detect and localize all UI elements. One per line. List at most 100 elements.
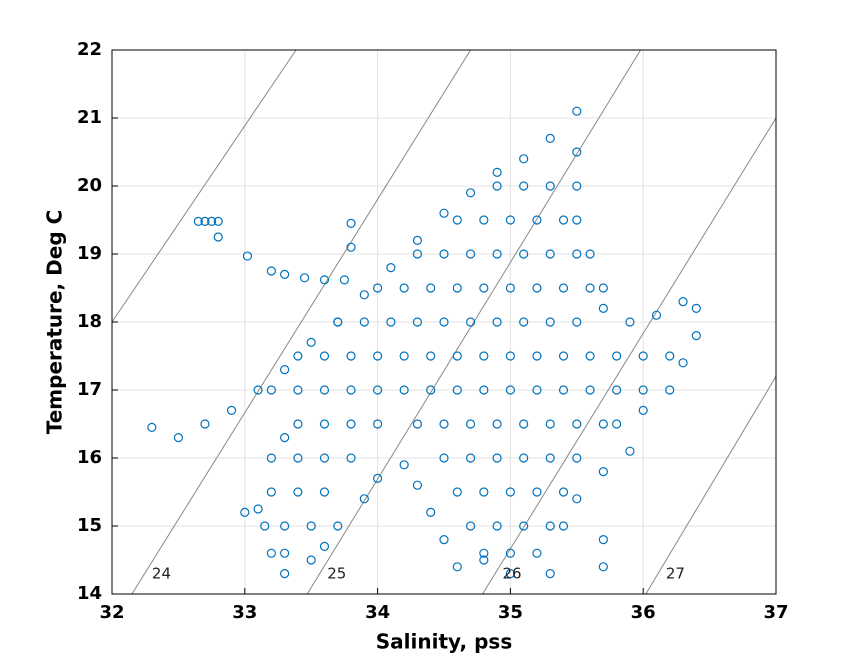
data-point — [319, 275, 330, 285]
data-point — [492, 181, 502, 191]
data-point — [213, 232, 223, 242]
data-point — [452, 351, 462, 361]
data-point — [293, 487, 303, 497]
data-point — [532, 215, 542, 225]
data-point — [492, 521, 502, 531]
y-tick-label: 18 — [77, 311, 102, 332]
data-point — [532, 283, 542, 293]
data-point — [266, 453, 276, 463]
x-tick-label: 33 — [232, 602, 257, 623]
data-point — [558, 487, 569, 497]
data-point — [280, 269, 290, 279]
data-point — [319, 541, 330, 552]
data-point — [399, 283, 409, 293]
data-point — [412, 419, 423, 429]
data-point — [558, 283, 569, 293]
data-point — [598, 283, 608, 293]
data-point — [558, 521, 569, 531]
x-tick-label: 37 — [763, 602, 788, 623]
isopycnal-line — [112, 50, 297, 323]
data-point — [465, 453, 476, 463]
plot-area — [112, 50, 776, 594]
data-point — [545, 317, 555, 327]
y-axis-label: Temperature, Deg C — [43, 210, 67, 435]
data-point — [386, 317, 396, 327]
data-point — [479, 555, 489, 565]
data-point — [333, 521, 343, 531]
data-point — [373, 283, 383, 293]
data-point — [612, 419, 622, 429]
data-point — [492, 167, 502, 177]
data-point — [479, 351, 489, 361]
data-point — [280, 548, 290, 558]
data-point — [280, 521, 290, 531]
data-point — [572, 453, 582, 463]
data-point — [572, 106, 582, 116]
data-point — [293, 351, 303, 361]
data-point — [439, 534, 449, 545]
data-point — [399, 460, 409, 470]
data-point — [260, 521, 270, 531]
data-point — [280, 365, 290, 375]
data-point — [492, 249, 502, 259]
data-point — [306, 555, 316, 565]
data-point — [465, 188, 476, 198]
data-point — [452, 487, 462, 497]
data-point — [479, 215, 489, 225]
data-point — [306, 521, 316, 531]
data-point — [373, 351, 383, 361]
data-point — [519, 419, 529, 429]
data-point — [280, 568, 290, 579]
data-point — [207, 216, 217, 226]
data-point — [346, 385, 356, 395]
plot-frame — [111, 49, 777, 595]
data-point — [193, 216, 203, 226]
data-point — [585, 249, 595, 259]
data-point — [519, 249, 529, 259]
data-point — [240, 507, 250, 518]
data-point — [545, 181, 555, 191]
x-tick-label: 35 — [498, 602, 523, 623]
data-point — [359, 317, 369, 327]
x-axis-label: Salinity, pss — [376, 630, 512, 654]
data-point — [266, 548, 276, 558]
data-point — [439, 249, 449, 259]
data-point — [598, 562, 608, 572]
data-point — [452, 283, 462, 293]
data-point — [479, 385, 489, 395]
data-point — [333, 317, 343, 327]
data-point — [492, 419, 502, 429]
data-point — [319, 351, 330, 361]
isopycnal-label: 26 — [503, 565, 522, 583]
data-point — [558, 385, 569, 395]
data-point — [399, 351, 409, 361]
data-point — [598, 419, 608, 429]
data-point — [213, 216, 223, 226]
data-point — [266, 266, 276, 276]
data-point — [359, 290, 369, 300]
data-point — [280, 433, 290, 443]
data-point — [373, 385, 383, 395]
data-point — [465, 521, 476, 531]
data-point — [665, 385, 675, 395]
data-point — [492, 453, 502, 463]
data-point — [598, 534, 608, 545]
data-point — [200, 419, 210, 429]
data-point — [678, 358, 688, 368]
data-point — [492, 317, 502, 327]
data-point — [638, 405, 648, 415]
data-point — [200, 216, 210, 226]
data-point — [253, 504, 263, 514]
data-point — [505, 548, 515, 558]
data-point — [572, 494, 582, 504]
data-point — [519, 317, 529, 327]
data-point — [532, 487, 542, 497]
data-point — [242, 251, 253, 261]
data-point — [691, 331, 701, 341]
isopycnal-label: 27 — [666, 565, 685, 583]
data-point — [572, 419, 582, 429]
data-point — [505, 385, 515, 395]
x-tick-label: 32 — [99, 602, 124, 623]
data-point — [319, 385, 330, 395]
data-point — [346, 453, 356, 463]
